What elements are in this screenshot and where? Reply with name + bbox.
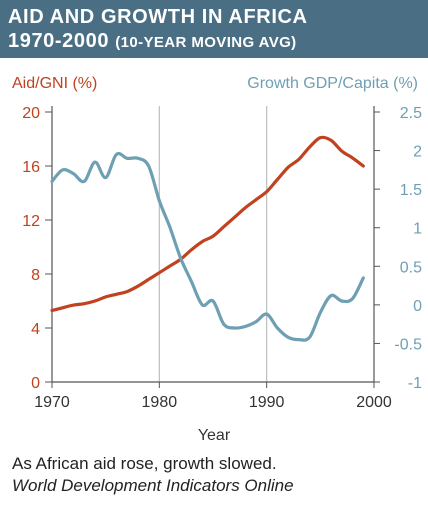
chart-header: AID AND GROWTH IN AFRICA 1970-2000 (10-Y…	[0, 0, 428, 58]
right-tick-label-1.5: 1.5	[400, 182, 422, 199]
axes-layer: 1970 1980 1990 2000 0 4 8 12 16 20 -1 -0.5 0 0.5 1 1.5 2…	[22, 105, 422, 411]
x-tick-label-1990: 1990	[249, 394, 285, 411]
right-tick-label-0.5: 0.5	[400, 259, 422, 276]
left-tick-label-8: 8	[31, 267, 40, 284]
x-tick-label-1980: 1980	[142, 394, 178, 411]
chart-caption: As African aid rose, growth slowed. Worl…	[12, 453, 422, 497]
x-axis-title: Year	[198, 427, 231, 444]
series-layer	[50, 135, 365, 342]
chart-title-note: (10-YEAR MOVING AVG)	[115, 34, 297, 51]
right-tick-label-2: 2	[413, 144, 422, 161]
right-tick-label--0.5: -0.5	[394, 336, 422, 353]
right-tick-label-2.5: 2.5	[400, 105, 422, 122]
chart-title-years: 1970-2000	[8, 30, 110, 52]
chart-title-line2: 1970-2000 (10-YEAR MOVING AVG)	[8, 29, 420, 55]
x-tick-label-1970: 1970	[34, 394, 70, 411]
right-tick-label-1: 1	[413, 221, 422, 238]
caption-source: World Development Indicators Online	[12, 476, 294, 495]
x-tick-label-2000: 2000	[356, 394, 392, 411]
aid-series-line	[50, 135, 365, 312]
left-tick-label-12: 12	[22, 213, 40, 230]
left-tick-label-16: 16	[22, 159, 40, 176]
chart-title-line1: AID AND GROWTH IN AFRICA	[8, 6, 308, 28]
left-tick-label-4: 4	[31, 321, 40, 338]
right-axis-title: Growth GDP/Capita (%)	[247, 75, 418, 92]
grid-layer	[158, 106, 268, 382]
right-tick-label-0: 0	[413, 298, 422, 315]
right-tick-label--1: -1	[408, 375, 422, 392]
left-tick-label-20: 20	[22, 105, 40, 122]
labels-layer: Aid/GNI (%) Growth GDP/Capita (%) Year	[12, 75, 418, 444]
left-axis-title: Aid/GNI (%)	[12, 75, 97, 92]
aid-growth-chart: 1970 1980 1990 2000 0 4 8 12 16 20 -1 -0.5 0 0.5 1 1.5 2…	[12, 75, 422, 444]
caption-text: As African aid rose, growth slowed.	[12, 454, 277, 473]
left-tick-label-0: 0	[31, 375, 40, 392]
growth-series-line	[50, 151, 365, 342]
